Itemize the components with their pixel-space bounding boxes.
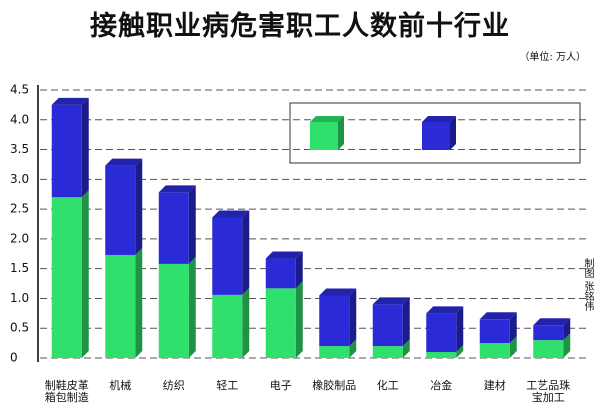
bar-side [563,333,571,358]
bar-side [188,256,196,358]
y-tick-label: 0 [10,351,18,365]
bar-top [372,297,410,305]
bar-side [295,281,303,358]
bar-side [135,158,143,255]
bar [105,254,136,358]
bar [372,346,403,358]
bar [319,346,350,358]
bar-side [135,247,143,358]
bar [426,352,457,358]
y-tick-label: 3.0 [10,172,29,186]
x-tick-label: 电子 [269,379,292,392]
bar-side [295,251,303,289]
bar [319,295,350,347]
x-tick-label: 制鞋皮革箱包制造 [44,379,89,404]
bar [158,192,189,264]
bar [372,304,403,347]
bar [105,165,136,255]
bar-side [81,97,89,198]
bar-top [426,306,464,314]
bar-top [319,288,357,296]
y-tick-label: 4.5 [10,83,29,97]
bar-side [349,288,357,347]
legend-swatch-side [450,116,456,150]
bar-side [242,287,250,358]
bar-top [51,97,89,105]
bar [212,294,243,358]
x-tick-label: 工艺品珠宝加工 [526,379,571,404]
x-tick-label: 纺织 [162,379,185,392]
unit-label: （单位: 万人） [519,52,586,63]
x-tick-label: 冶金 [430,379,453,392]
bar [158,263,189,358]
x-tick-label: 建材 [483,379,506,392]
bar-side [563,318,571,341]
bar-top [265,251,303,259]
bar-top [212,210,250,218]
bar-top [479,312,517,320]
bar-side [188,185,196,264]
y-tick-label: 0.5 [10,321,29,335]
bar [479,343,510,358]
bar-side [402,339,410,358]
legend-swatch [310,122,338,150]
x-tick-label: 轻工 [216,379,239,392]
y-tick-label: 4.0 [10,112,29,126]
y-tick-label: 1.5 [10,261,29,275]
bar [479,319,510,344]
bar-side [81,190,89,358]
y-tick-label: 1.0 [10,291,29,305]
bar [51,104,82,198]
bar-side [456,306,464,353]
bar-side [349,339,357,358]
bar-top [105,158,143,166]
y-tick-label: 2.5 [10,202,29,216]
bar [265,258,296,289]
x-tick-label: 化工 [376,379,399,392]
bar-side [456,345,464,358]
x-tick-label: 机械 [109,379,132,392]
legend-swatch-top [310,116,344,122]
bar-side [509,312,517,344]
legend-swatch-side [338,116,344,150]
chart-title: 接触职业病危害职工人数前十行业 [90,11,510,42]
bar [533,325,564,341]
bar [265,288,296,358]
bar-side [402,297,410,347]
bar-side [242,210,250,295]
bar [533,340,564,358]
bar [51,197,82,358]
bar [212,217,243,295]
legend-swatch [422,122,450,150]
bar-side [509,336,517,358]
credit: 制图 张铭伟 [582,258,593,312]
bar-top [533,318,571,326]
y-tick-label: 3.5 [10,142,29,156]
x-tick-label: 橡胶制品 [312,379,357,392]
bar-top [158,185,196,193]
y-tick-label: 2.0 [10,231,29,245]
legend-swatch-top [422,116,456,122]
bar [426,313,457,353]
